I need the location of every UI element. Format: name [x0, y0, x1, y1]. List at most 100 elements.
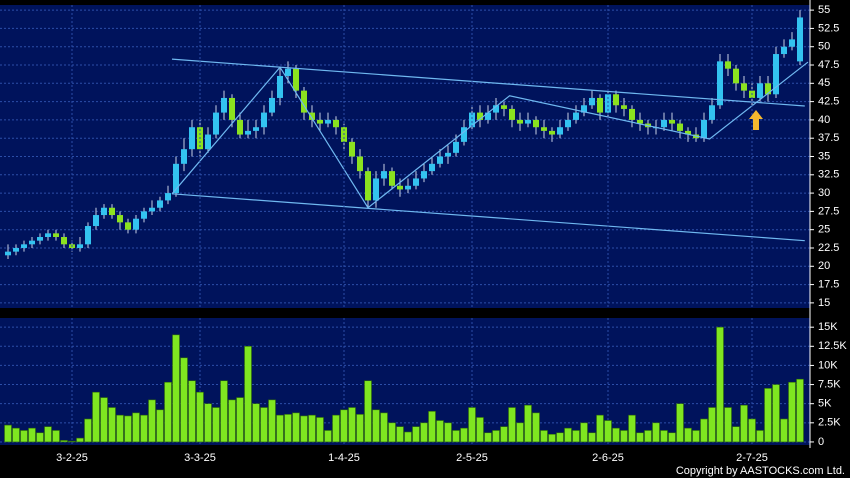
- volume-bar: [532, 412, 540, 443]
- candle-body: [669, 119, 675, 124]
- candle-body: [325, 119, 331, 124]
- volume-bar: [148, 399, 156, 443]
- candle-body: [317, 119, 323, 124]
- volume-bar: [364, 380, 372, 443]
- volume-bar: [412, 426, 420, 443]
- volume-bar: [796, 378, 804, 443]
- candle-body: [773, 54, 779, 95]
- candle-body: [509, 108, 515, 120]
- y-tick-label: 15K: [818, 321, 838, 333]
- candle-body: [597, 97, 603, 113]
- volume-bar: [420, 422, 428, 443]
- volume-bar: [228, 399, 236, 443]
- volume-bar: [756, 430, 764, 443]
- candle-body: [373, 178, 379, 201]
- volume-bar: [628, 414, 636, 443]
- candle-body: [461, 127, 467, 142]
- candle-body: [205, 134, 211, 150]
- x-tick-label: 3-3-25: [184, 452, 216, 464]
- candle-body: [589, 97, 595, 106]
- trend-line: [171, 193, 805, 242]
- candle-body: [741, 83, 747, 91]
- candle-body: [541, 127, 547, 131]
- volume-bar: [124, 415, 132, 443]
- volume-bar: [108, 407, 116, 443]
- candle-body: [149, 207, 155, 212]
- y-tick-label: 52.5: [818, 22, 839, 34]
- volume-bar: [780, 418, 788, 443]
- volume-bar: [76, 437, 84, 443]
- volume-bar: [388, 422, 396, 443]
- candle-body: [221, 97, 227, 113]
- volume-bar: [724, 407, 732, 443]
- candle-body: [725, 61, 731, 69]
- volume-bar: [164, 381, 172, 443]
- volume-bar: [132, 412, 140, 443]
- volume-bar: [708, 407, 716, 443]
- volume-bar: [180, 357, 188, 443]
- volume-bar: [396, 426, 404, 443]
- volume-bar: [188, 380, 196, 443]
- candle-body: [309, 112, 315, 120]
- candle-body: [789, 39, 795, 47]
- volume-bar: [316, 417, 324, 443]
- volume-bar: [340, 409, 348, 443]
- volume-bar: [140, 414, 148, 443]
- volume-bar: [20, 430, 28, 443]
- volume-bar: [700, 418, 708, 443]
- volume-bar: [620, 430, 628, 443]
- volume-bar: [292, 412, 300, 443]
- volume-bar: [52, 430, 60, 443]
- y-tick-label: 35: [818, 150, 830, 162]
- volume-bar: [748, 418, 756, 443]
- y-tick-label: 22.5: [818, 242, 839, 254]
- volume-bar: [612, 427, 620, 443]
- candle-body: [429, 163, 435, 172]
- y-tick-label: 40: [818, 114, 830, 126]
- candle-body: [717, 61, 723, 106]
- volume-bar: [196, 391, 204, 443]
- volume-bar: [244, 346, 252, 443]
- candle-body: [573, 112, 579, 120]
- volume-bar: [260, 407, 268, 443]
- volume-bar: [500, 426, 508, 443]
- volume-bar: [572, 430, 580, 443]
- volume-bar: [300, 415, 308, 443]
- candle-body: [5, 251, 11, 256]
- volume-bar: [236, 397, 244, 443]
- candle-body: [213, 112, 219, 135]
- volume-bar: [676, 403, 684, 443]
- candle-body: [661, 119, 667, 128]
- candle-body: [333, 119, 339, 128]
- volume-bar: [116, 414, 124, 443]
- candle-body: [229, 97, 235, 120]
- candle-body: [701, 119, 707, 139]
- candle-body: [389, 171, 395, 186]
- copyright: Copyright by AASTOCKS.com Ltd.: [676, 465, 845, 477]
- candle-body: [421, 171, 427, 179]
- volume-bar: [276, 414, 284, 443]
- candle-body: [301, 90, 307, 113]
- volume-bar: [468, 407, 476, 443]
- candle-body: [117, 215, 123, 223]
- candle-body: [141, 211, 147, 219]
- volume-bar: [44, 426, 52, 443]
- volume-bar: [404, 431, 412, 443]
- candle-body: [437, 156, 443, 164]
- candle-body: [53, 233, 59, 238]
- volume-bar: [524, 404, 532, 443]
- candle-body: [565, 119, 571, 128]
- candle-body: [85, 226, 91, 245]
- y-tick-label: 0: [818, 436, 824, 448]
- y-tick-label: 55: [818, 4, 830, 16]
- candle-body: [133, 218, 139, 230]
- y-tick-label: 12.5K: [818, 340, 847, 352]
- volume-bar: [28, 427, 36, 443]
- plot: 15 17.5 20 22.5 25 27.5 30 32.5 35 37.5 40 42.5 45 47…: [0, 0, 847, 464]
- volume-bar: [580, 422, 588, 443]
- candle-body: [501, 105, 507, 109]
- candle-body: [629, 108, 635, 120]
- volume-bar: [60, 440, 68, 443]
- volume-bar: [356, 414, 364, 443]
